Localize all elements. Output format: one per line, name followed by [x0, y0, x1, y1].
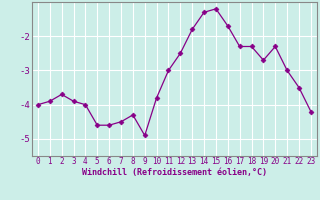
- X-axis label: Windchill (Refroidissement éolien,°C): Windchill (Refroidissement éolien,°C): [82, 168, 267, 177]
